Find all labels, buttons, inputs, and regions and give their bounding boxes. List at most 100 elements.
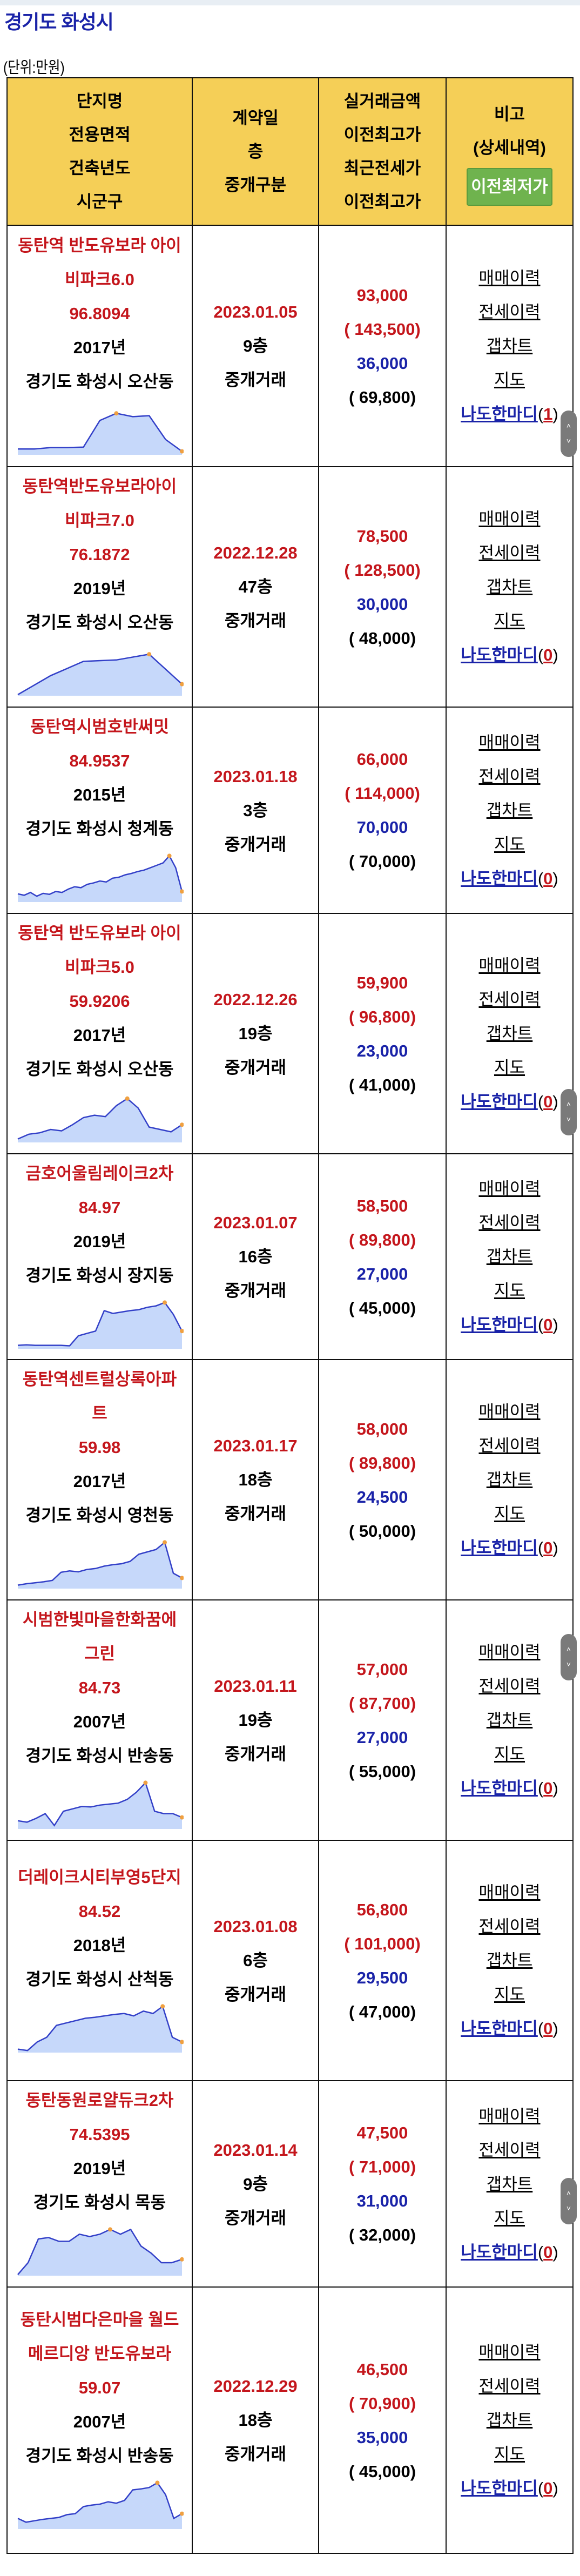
- complex-name[interactable]: 금호어울림레이크2차: [25, 1163, 174, 1183]
- map-link[interactable]: 지도: [494, 1985, 525, 2004]
- map-link[interactable]: 지도: [494, 1504, 525, 1523]
- prev-high-price: ( 70,900): [348, 2393, 416, 2413]
- complex-name[interactable]: 동탄역반도유보라아이비파크7.0: [22, 477, 177, 530]
- nado-comment[interactable]: 나도한마디(0): [461, 1092, 558, 1111]
- map-link[interactable]: 지도: [494, 1058, 525, 1077]
- header-label: (상세내역): [473, 138, 546, 157]
- sale-history-link[interactable]: 매매이력: [478, 1179, 541, 1198]
- nado-comment[interactable]: 나도한마디(1): [461, 405, 558, 423]
- map-link[interactable]: 지도: [494, 611, 525, 630]
- location: 경기도 화성시 반송동: [25, 1746, 174, 1765]
- scroll-handle[interactable]: ˄ ˅: [561, 1634, 577, 1680]
- nado-comment-link[interactable]: 나도한마디: [461, 2479, 538, 2498]
- complex-name[interactable]: 동탄동원로얄듀크2차: [25, 2091, 174, 2110]
- sale-history-link[interactable]: 매매이력: [478, 732, 541, 752]
- nado-comment[interactable]: 나도한마디(0): [461, 2479, 558, 2498]
- jeonse-history-link[interactable]: 전세이력: [478, 766, 541, 786]
- gap-chart-link[interactable]: 갭차트: [486, 1951, 533, 1970]
- header-label: 중개구분: [224, 175, 287, 194]
- deal-type: 중개거래: [224, 1058, 287, 1077]
- top-bar: [0, 0, 580, 5]
- comment-count: 0: [543, 869, 553, 888]
- gap-chart-link[interactable]: 갭차트: [486, 577, 533, 596]
- jeonse-history-link[interactable]: 전세이력: [478, 1677, 541, 1696]
- sale-history-link[interactable]: 매매이력: [478, 1883, 541, 1902]
- nado-comment-link[interactable]: 나도한마디: [461, 2019, 538, 2038]
- price-cell: 56,800 ( 101,000) 29,500 ( 47,000): [318, 1840, 447, 2081]
- nado-comment-link[interactable]: 나도한마디: [461, 1538, 538, 1557]
- complex-name[interactable]: 동탄시범다은마을 월드메르디앙 반도유보라: [20, 2310, 179, 2363]
- nado-comment[interactable]: 나도한마디(0): [461, 1779, 558, 1798]
- gap-chart-link[interactable]: 갭차트: [486, 337, 533, 355]
- unit-label: (단위:만원): [3, 59, 65, 77]
- nado-comment[interactable]: 나도한마디(0): [461, 869, 558, 888]
- gap-chart-link[interactable]: 갭차트: [486, 2411, 533, 2430]
- contract-cell: 2023.01.08 6층 중개거래: [192, 1840, 319, 2081]
- nado-comment[interactable]: 나도한마디(0): [461, 645, 558, 664]
- complex-cell: 시범한빛마을한화꿈에그린 84.73 2007년 경기도 화성시 반송동: [6, 1599, 193, 1841]
- prev-low-button[interactable]: 이전최저가: [467, 167, 552, 206]
- sale-history-link[interactable]: 매매이력: [478, 2343, 541, 2362]
- jeonse-history-link[interactable]: 전세이력: [478, 990, 541, 1009]
- jeonse-history-link[interactable]: 전세이력: [478, 543, 541, 562]
- price-trend-sparkline: [17, 652, 184, 696]
- location: 경기도 화성시 청계동: [25, 819, 174, 838]
- floor: 9층: [243, 2174, 268, 2194]
- scroll-handle[interactable]: ˄ ˅: [561, 411, 577, 457]
- jeonse-history-link[interactable]: 전세이력: [478, 302, 541, 321]
- nado-comment[interactable]: 나도한마디(0): [461, 2242, 558, 2262]
- complex-name[interactable]: 동탄역 반도유보라 아이비파크6.0: [18, 236, 181, 289]
- map-link[interactable]: 지도: [494, 2208, 525, 2228]
- jeonse-history-link[interactable]: 전세이력: [478, 2377, 541, 2396]
- nado-comment-link[interactable]: 나도한마디: [461, 1779, 538, 1798]
- sale-history-link[interactable]: 매매이력: [478, 1402, 541, 1421]
- jeonse-prev-high: ( 69,800): [348, 387, 416, 407]
- header-label: 최근전세가: [343, 158, 421, 178]
- jeonse-history-link[interactable]: 전세이력: [478, 1436, 541, 1455]
- gap-chart-link[interactable]: 갭차트: [486, 2174, 533, 2194]
- gap-chart-link[interactable]: 갭차트: [486, 1470, 533, 1489]
- deal-price: 57,000: [356, 1659, 408, 1679]
- scroll-handle[interactable]: ˄ ˅: [561, 2178, 577, 2224]
- map-link[interactable]: 지도: [494, 1281, 525, 1300]
- sale-history-link[interactable]: 매매이력: [478, 2106, 541, 2126]
- sale-history-link[interactable]: 매매이력: [478, 1643, 541, 1662]
- comment-count: 1: [543, 405, 553, 423]
- gap-chart-link[interactable]: 갭차트: [486, 1711, 533, 1730]
- deal-price: 66,000: [356, 750, 408, 769]
- complex-name[interactable]: 더레이크시티부영5단지: [18, 1867, 181, 1887]
- map-link[interactable]: 지도: [494, 2445, 525, 2464]
- jeonse-history-link[interactable]: 전세이력: [478, 2140, 541, 2160]
- map-link[interactable]: 지도: [494, 371, 525, 389]
- nado-comment[interactable]: 나도한마디(0): [461, 2019, 558, 2038]
- sale-history-link[interactable]: 매매이력: [478, 509, 541, 528]
- complex-name[interactable]: 동탄역센트럴상록아파트: [22, 1370, 177, 1423]
- gap-chart-link[interactable]: 갭차트: [486, 1024, 533, 1043]
- nado-comment[interactable]: 나도한마디(0): [461, 1315, 558, 1334]
- contract-date: 2022.12.26: [213, 990, 298, 1009]
- deal-type: 중개거래: [224, 1745, 287, 1764]
- nado-comment-link[interactable]: 나도한마디: [461, 405, 538, 423]
- notes-cell: 매매이력 전세이력 갭차트 지도 나도한마디(0): [446, 913, 574, 1154]
- sale-history-link[interactable]: 매매이력: [478, 956, 541, 975]
- jeonse-history-link[interactable]: 전세이력: [478, 1213, 541, 1232]
- nado-comment-link[interactable]: 나도한마디: [461, 645, 538, 664]
- map-link[interactable]: 지도: [494, 835, 525, 854]
- contract-cell: 2023.01.11 19층 중개거래: [192, 1599, 319, 1841]
- scroll-handle[interactable]: ˄ ˅: [561, 1089, 577, 1135]
- complex-name[interactable]: 동탄역시범호반써밋: [30, 717, 169, 736]
- gap-chart-link[interactable]: 갭차트: [486, 801, 533, 820]
- nado-comment[interactable]: 나도한마디(0): [461, 1538, 558, 1557]
- jeonse-history-link[interactable]: 전세이력: [478, 1917, 541, 1936]
- gap-chart-link[interactable]: 갭차트: [486, 1247, 533, 1266]
- nado-comment-link[interactable]: 나도한마디: [461, 2242, 538, 2262]
- nado-comment-link[interactable]: 나도한마디: [461, 1092, 538, 1111]
- complex-name[interactable]: 시범한빛마을한화꿈에그린: [22, 1610, 177, 1663]
- deal-price: 58,000: [356, 1419, 408, 1438]
- complex-name[interactable]: 동탄역 반도유보라 아이비파크5.0: [18, 924, 181, 977]
- sale-history-link[interactable]: 매매이력: [478, 268, 541, 287]
- nado-comment-link[interactable]: 나도한마디: [461, 1315, 538, 1334]
- nado-comment-link[interactable]: 나도한마디: [461, 869, 538, 888]
- map-link[interactable]: 지도: [494, 1745, 525, 1764]
- notes-cell: 매매이력 전세이력 갭차트 지도 나도한마디(0): [446, 2286, 574, 2554]
